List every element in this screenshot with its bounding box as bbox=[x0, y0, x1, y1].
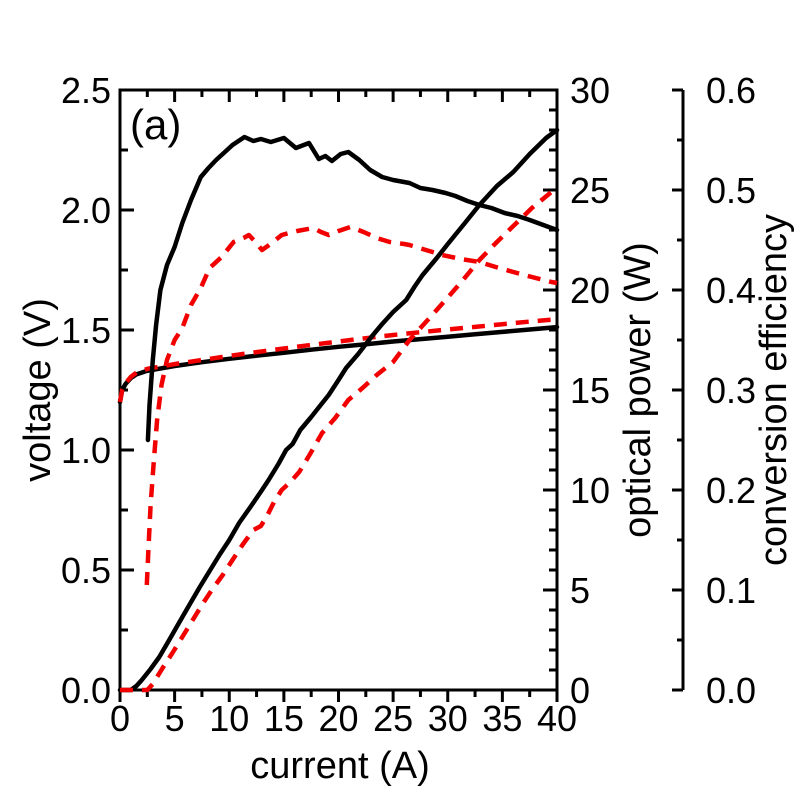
y-right-eff-axis-title: conversion efficiency bbox=[753, 214, 795, 566]
series-efficiency-black-solid bbox=[145, 134, 560, 443]
x-tick-label: 15 bbox=[264, 698, 304, 739]
series-efficiency-red-dashed bbox=[144, 224, 558, 586]
power-tick-label: 30 bbox=[570, 70, 610, 111]
series-voltage-black-solid bbox=[117, 324, 560, 405]
power-tick-label: 0 bbox=[570, 670, 590, 711]
x-tick-label: 10 bbox=[209, 698, 249, 739]
efficiency-tick-label: 0.0 bbox=[706, 670, 756, 711]
power-tick-label: 15 bbox=[570, 370, 610, 411]
power-tick-label: 10 bbox=[570, 470, 610, 511]
voltage-tick-label: 1.5 bbox=[61, 310, 111, 351]
x-tick-label: 25 bbox=[373, 698, 413, 739]
series-voltage-red-dashed bbox=[117, 316, 558, 403]
plot-frame bbox=[118, 88, 559, 692]
voltage-tick-label: 2.0 bbox=[61, 190, 111, 231]
power-tick-label: 20 bbox=[570, 270, 610, 311]
x-tick-label: 20 bbox=[318, 698, 358, 739]
x-axis-title: current (A) bbox=[250, 745, 429, 787]
efficiency-tick-label: 0.2 bbox=[706, 470, 756, 511]
series-optical-power-black-solid bbox=[117, 127, 560, 693]
x-tick-label: 35 bbox=[482, 698, 522, 739]
power-tick-label: 5 bbox=[570, 570, 590, 611]
power-tick-label: 25 bbox=[570, 170, 610, 211]
x-tick-label: 0 bbox=[110, 698, 130, 739]
voltage-tick-label: 0.5 bbox=[61, 550, 111, 591]
efficiency-tick-label: 0.3 bbox=[706, 370, 756, 411]
voltage-tick-label: 0.0 bbox=[61, 670, 111, 711]
voltage-tick-label: 2.5 bbox=[61, 70, 111, 111]
x-tick-label: 5 bbox=[165, 698, 185, 739]
x-tick-label: 30 bbox=[428, 698, 468, 739]
efficiency-tick-label: 0.4 bbox=[706, 270, 756, 311]
panel-label: (a) bbox=[130, 101, 181, 148]
efficiency-tick-label: 0.5 bbox=[706, 170, 756, 211]
voltage-tick-label: 1.0 bbox=[61, 430, 111, 471]
y-left-axis-title: voltage (V) bbox=[17, 298, 59, 482]
efficiency-tick-label: 0.1 bbox=[706, 570, 756, 611]
x-tick-label: 40 bbox=[537, 698, 577, 739]
series-optical-power-red-dashed bbox=[120, 186, 559, 693]
y-right-power-axis-title: optical power (W) bbox=[617, 242, 659, 538]
efficiency-tick-label: 0.6 bbox=[706, 70, 756, 111]
